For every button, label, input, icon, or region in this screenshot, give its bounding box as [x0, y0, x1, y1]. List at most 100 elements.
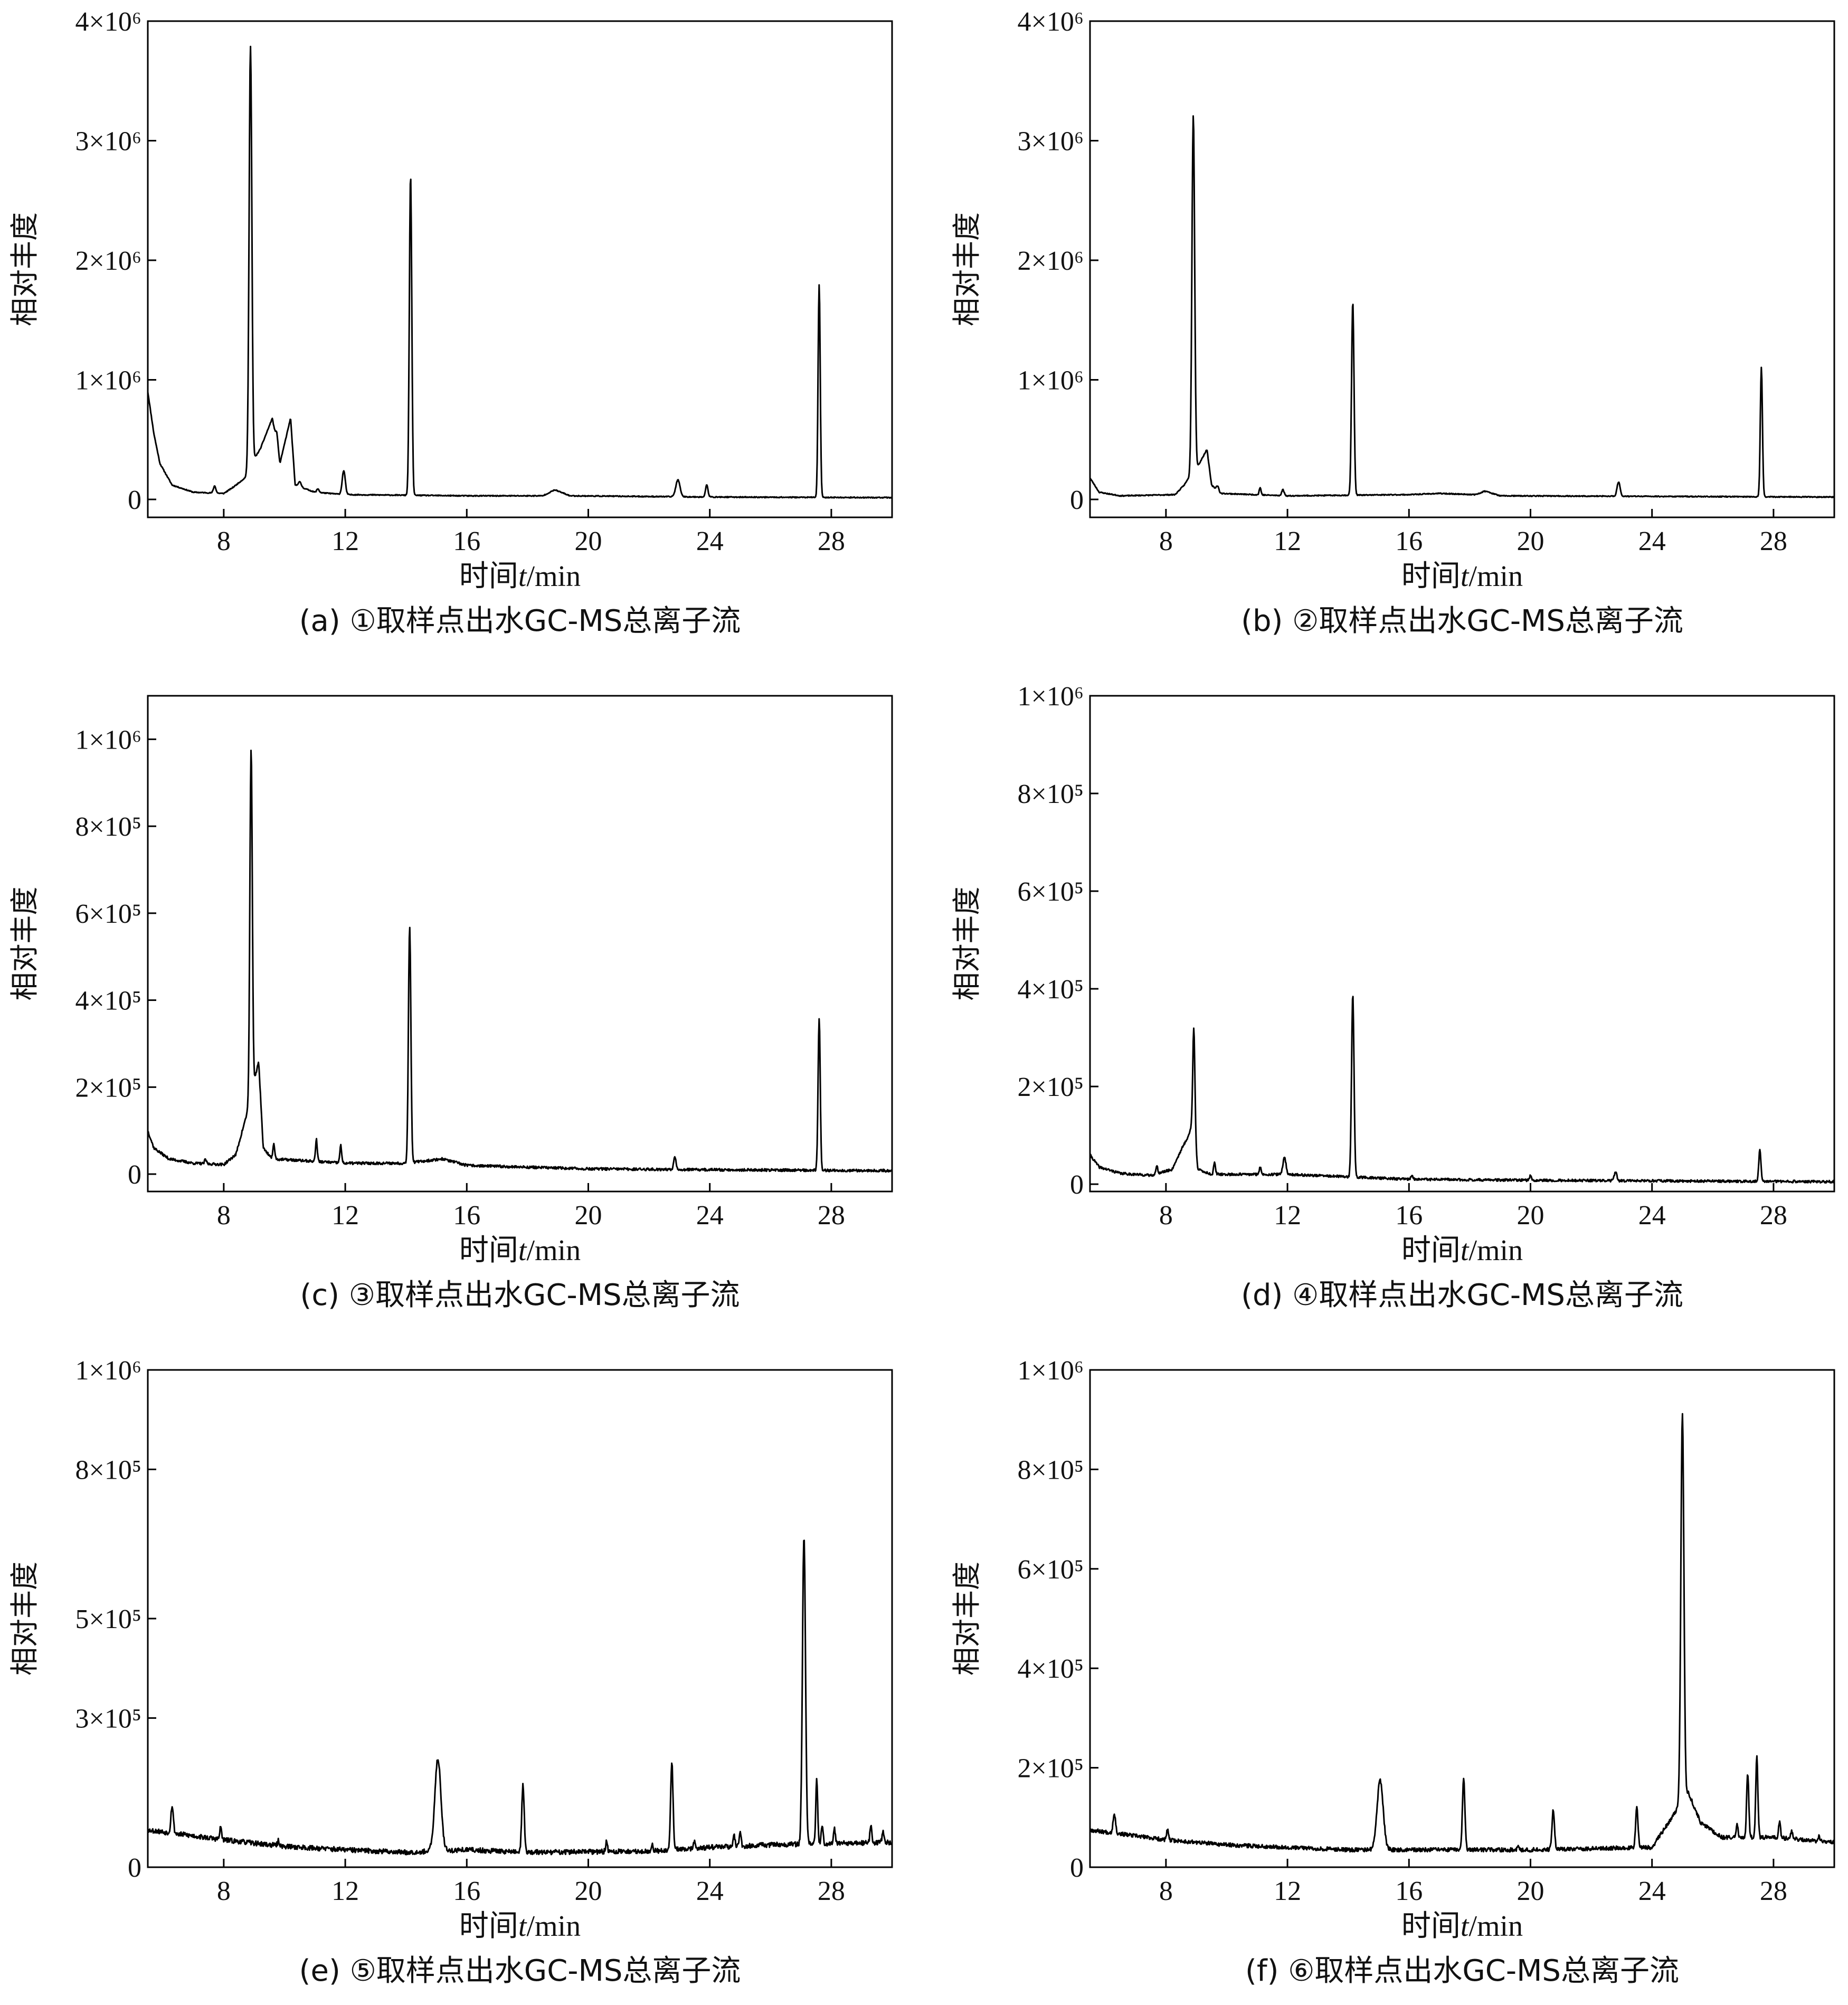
y-tick-label: 2×10⁵: [75, 1073, 141, 1103]
tic-trace-line: [1089, 996, 1835, 1184]
x-axis-label-quantity: 时间: [459, 1233, 518, 1268]
x-tick-label: 24: [1638, 526, 1666, 556]
x-axis-label: 时间t/min: [459, 559, 581, 593]
y-tick-label: 3×10⁵: [75, 1704, 141, 1734]
x-tick-label: 20: [1517, 1876, 1544, 1906]
x-tick-label: 8: [217, 526, 231, 556]
y-tick-label: 6×10⁵: [75, 899, 141, 929]
y-tick-label: 8×10⁵: [1018, 779, 1084, 809]
x-axis-label-variable: t: [1461, 1910, 1470, 1943]
x-tick-label: 20: [574, 1876, 602, 1906]
x-tick-label: 24: [696, 1200, 724, 1231]
plot-frame: [1089, 695, 1835, 1193]
x-axis-label-variable: t: [1461, 560, 1470, 593]
y-tick-label: 2×10⁵: [1018, 1754, 1084, 1784]
x-tick-label: 24: [696, 526, 724, 556]
y-tick-label: 3×10⁶: [75, 127, 141, 157]
x-tick-label: 24: [1638, 1200, 1666, 1231]
y-tick-label: 4×10⁵: [1018, 975, 1084, 1005]
y-tick-label: 0: [1070, 485, 1084, 515]
x-axis-label: 时间t/min: [1401, 1233, 1523, 1268]
x-tick-label: 28: [818, 1200, 845, 1231]
plot-frame: [147, 20, 893, 518]
x-axis-label-unit: /min: [526, 1234, 581, 1267]
y-tick-label: 2×10⁶: [75, 246, 141, 276]
x-tick-label: 28: [1760, 526, 1787, 556]
y-tick-label: 0: [1070, 1170, 1084, 1200]
x-axis-label-variable: t: [518, 1910, 527, 1943]
x-tick-label: 20: [574, 526, 602, 556]
panel-caption: (f) ⑥取样点出水GC-MS总离子流: [1245, 1954, 1679, 1988]
panel-caption: (c) ③取样点出水GC-MS总离子流: [300, 1278, 740, 1312]
tic-trace-line: [1089, 1413, 1835, 1853]
y-axis-label: 相对丰度: [8, 887, 41, 1001]
y-tick-label: 4×10⁶: [1018, 7, 1084, 37]
x-tick-label: 28: [818, 526, 845, 556]
y-tick-label: 6×10⁵: [1018, 1555, 1084, 1585]
x-tick-label: 16: [1395, 1200, 1423, 1231]
x-tick-label: 16: [453, 1200, 480, 1231]
x-tick-label: 8: [1159, 1200, 1173, 1231]
y-tick-label: 1×10⁶: [75, 366, 141, 396]
chart-panel-a: 8 12 16 20 24 28 0 1×10⁶ 2×10⁶ 3×10⁶ 4×10⁶ 相对丰度时间t/…: [8, 7, 893, 638]
x-axis-label-variable: t: [518, 1234, 527, 1267]
x-axis-label: 时间t/min: [459, 1909, 581, 1943]
x-axis-label-quantity: 时间: [1401, 559, 1461, 593]
panel-caption: (e) ⑤取样点出水GC-MS总离子流: [299, 1954, 741, 1988]
x-tick-label: 12: [1274, 1200, 1301, 1231]
y-tick-label: 6×10⁵: [1018, 877, 1084, 907]
x-tick-label: 12: [1274, 526, 1301, 556]
x-tick-label: 12: [331, 1200, 359, 1231]
chart-panel-e: 8 12 16 20 24 28 0 3×10⁵ 5×10⁵ 8×10⁵ 1×10⁶ 相对丰度时间t/…: [8, 1356, 893, 1988]
y-tick-label: 8×10⁵: [1018, 1455, 1084, 1485]
x-tick-label: 20: [574, 1200, 602, 1231]
x-tick-label: 28: [1760, 1876, 1787, 1906]
x-tick-label: 16: [453, 526, 480, 556]
x-axis-label-unit: /min: [526, 560, 581, 593]
x-tick-label: 8: [1159, 1876, 1173, 1906]
y-tick-label: 1×10⁶: [1018, 366, 1084, 396]
x-axis-label-variable: t: [1461, 1234, 1470, 1267]
x-tick-label: 8: [217, 1200, 231, 1231]
x-tick-label: 20: [1517, 1200, 1544, 1231]
chart-panel-d: 8 12 16 20 24 28 0 2×10⁵ 4×10⁵ 6×10⁵ 8×10⁵ 1×10⁶ 相对丰…: [950, 682, 1835, 1312]
x-axis-label-quantity: 时间: [459, 1909, 518, 1943]
chart-panel-b: 8 12 16 20 24 28 0 1×10⁶ 2×10⁶ 3×10⁶ 4×10⁶ 相对丰度时间t/…: [950, 7, 1835, 638]
x-tick-label: 20: [1517, 526, 1544, 556]
x-axis-label: 时间t/min: [459, 1233, 581, 1268]
x-tick-label: 16: [1395, 526, 1423, 556]
x-axis-label-variable: t: [518, 560, 527, 593]
y-tick-label: 1×10⁶: [1018, 1356, 1084, 1386]
y-tick-label: 4×10⁵: [75, 986, 141, 1016]
chart-panel-c: 8 12 16 20 24 28 0 2×10⁵ 4×10⁵ 6×10⁵ 8×10⁵ 1×10⁶ 相对丰…: [8, 695, 893, 1312]
y-tick-label: 8×10⁵: [75, 1455, 141, 1485]
y-tick-label: 8×10⁵: [75, 812, 141, 842]
y-axis-label: 相对丰度: [8, 1562, 41, 1676]
panel-caption: (b) ②取样点出水GC-MS总离子流: [1241, 604, 1683, 638]
y-tick-label: 3×10⁶: [1018, 127, 1084, 157]
x-tick-label: 12: [331, 1876, 359, 1906]
y-axis-label: 相对丰度: [950, 887, 983, 1001]
x-tick-label: 16: [1395, 1876, 1423, 1906]
y-tick-label: 0: [1070, 1853, 1084, 1883]
y-tick-label: 0: [128, 485, 141, 515]
y-tick-label: 0: [128, 1160, 141, 1190]
tic-trace-line: [1089, 115, 1835, 498]
x-axis-label-unit: /min: [1468, 1910, 1523, 1943]
x-tick-label: 8: [217, 1876, 231, 1906]
x-tick-label: 28: [1760, 1200, 1787, 1231]
plot-frame: [147, 1369, 893, 1868]
tic-trace-line: [147, 45, 893, 499]
y-axis-label: 相对丰度: [8, 212, 41, 326]
x-axis-label-unit: /min: [1468, 1234, 1523, 1267]
x-axis-label-quantity: 时间: [1401, 1233, 1461, 1268]
x-tick-label: 24: [696, 1876, 724, 1906]
y-tick-label: 1×10⁶: [1018, 682, 1084, 712]
y-tick-label: 5×10⁵: [75, 1604, 141, 1634]
tic-trace-line: [147, 750, 893, 1173]
y-tick-label: 0: [128, 1853, 141, 1883]
x-axis-label: 时间t/min: [1401, 559, 1523, 593]
x-axis-label-quantity: 时间: [459, 559, 518, 593]
x-tick-label: 8: [1159, 526, 1173, 556]
